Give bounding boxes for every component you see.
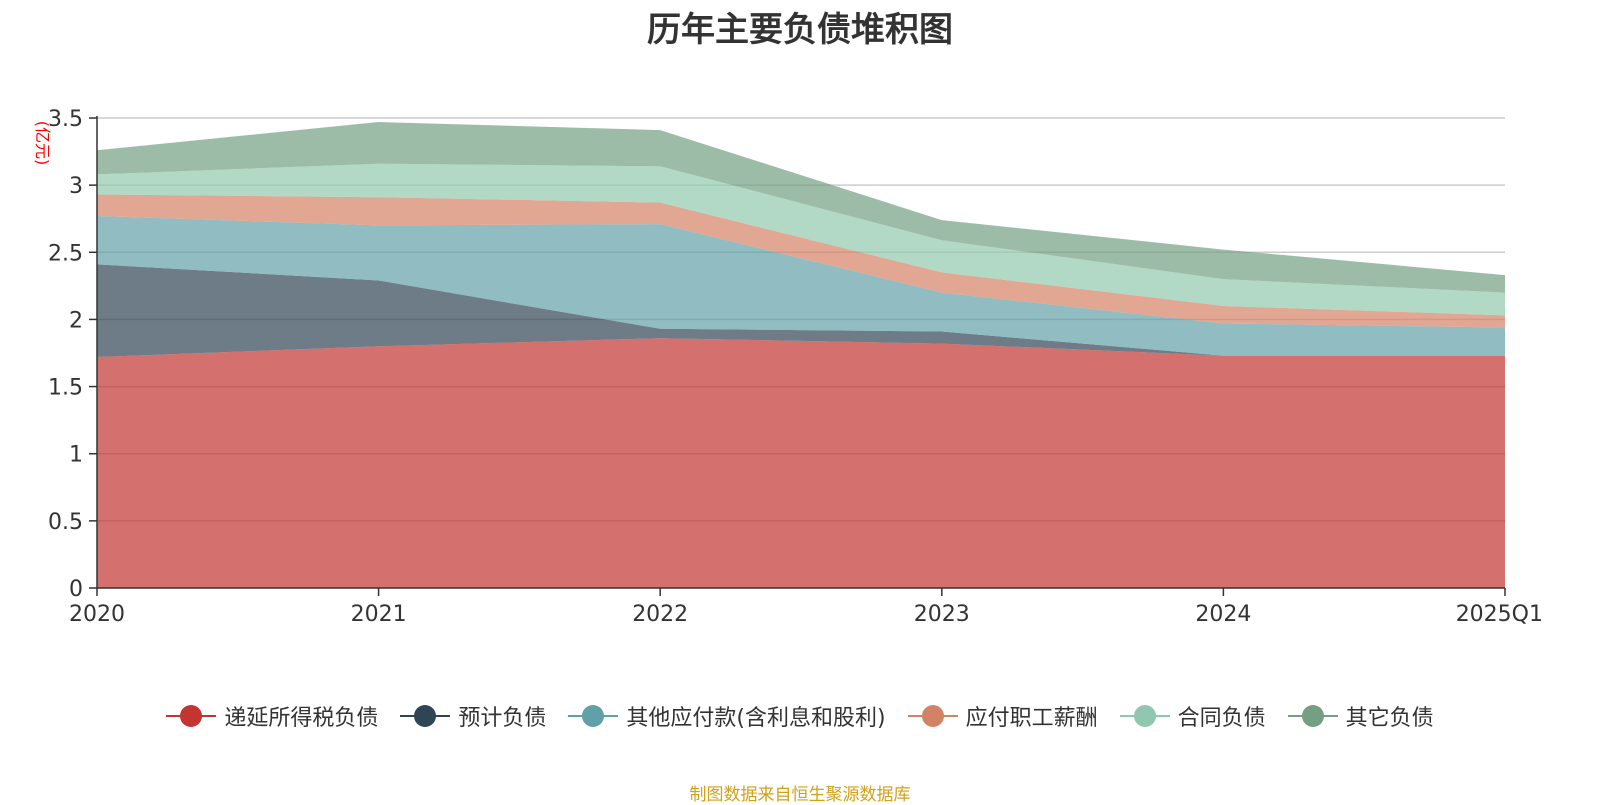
legend-item[interactable]: 合同负债 [1119, 700, 1266, 732]
legend-label: 合同负债 [1177, 706, 1266, 731]
legend-dot-icon [582, 705, 605, 727]
legend-marker-icon [568, 704, 619, 728]
area-series-2 [97, 216, 1505, 356]
legend-item[interactable]: 其他应付款(含利息和股利) [568, 700, 886, 732]
area-series-3 [97, 194, 1505, 328]
y-tick-label: 3 [69, 174, 83, 199]
legend-item[interactable]: 预计负债 [400, 700, 546, 732]
y-axis-unit-label: (亿元) [33, 121, 52, 166]
legend-item[interactable]: 递延所得税负债 [166, 700, 378, 732]
legend-label: 预计负债 [458, 706, 547, 731]
area-series-4 [97, 163, 1505, 316]
legend-marker-icon [907, 704, 958, 728]
y-tick-label: 0.5 [48, 510, 83, 535]
legend-item[interactable]: 应付职工薪酬 [907, 700, 1098, 732]
legend-label: 其他应付款(含利息和股利) [626, 706, 886, 731]
axes: 0 0.5 1 1.5 2 2.5 3 3.5 2020 2021 2022 2023 2024 2025… [48, 107, 1543, 627]
legend-dot-icon [1133, 705, 1156, 727]
x-tick-label: 2023 [914, 602, 970, 627]
y-tick-label: 2 [69, 308, 83, 333]
y-tick-label: 0 [69, 577, 83, 602]
legend-item[interactable]: 其它负债 [1287, 700, 1434, 732]
x-tick-label: 2021 [351, 602, 407, 627]
x-tick-label: 2025Q1 [1456, 602, 1543, 627]
series-areas [97, 122, 1505, 588]
x-tick-label: 2020 [69, 602, 125, 627]
legend-marker-icon [1287, 704, 1338, 728]
y-tick-label: 1.5 [48, 376, 83, 401]
area-series-0 [97, 338, 1505, 588]
chart-title: 历年主要负债堆积图 [647, 10, 953, 50]
legend-marker-icon [1119, 704, 1170, 728]
legend-marker-icon [166, 704, 217, 728]
legend-dot-icon [414, 705, 437, 727]
legend-dot-icon [921, 705, 944, 727]
x-tick-label: 2022 [632, 602, 688, 627]
area-series-1 [97, 264, 1505, 357]
y-tick-label: 3.5 [48, 107, 83, 132]
legend-label: 应付职工薪酬 [965, 706, 1098, 731]
y-tick-label: 2.5 [48, 241, 83, 266]
legend-dot-icon [1301, 705, 1324, 727]
x-tick-label: 2024 [1195, 602, 1251, 627]
legend-marker-icon [400, 704, 451, 728]
source-note: 制图数据来自恒生聚源数据库 [689, 785, 911, 805]
legend: 递延所得税负债 预计负债 其他应付款(含利息和股利) 应付职工薪酬 合同负债 其它负债 [0, 700, 1600, 732]
legend-dot-icon [180, 705, 203, 727]
y-tick-label: 1 [69, 443, 83, 468]
legend-label: 递延所得税负债 [224, 706, 379, 731]
legend-label: 其它负债 [1345, 706, 1434, 731]
area-series-5 [97, 122, 1505, 293]
